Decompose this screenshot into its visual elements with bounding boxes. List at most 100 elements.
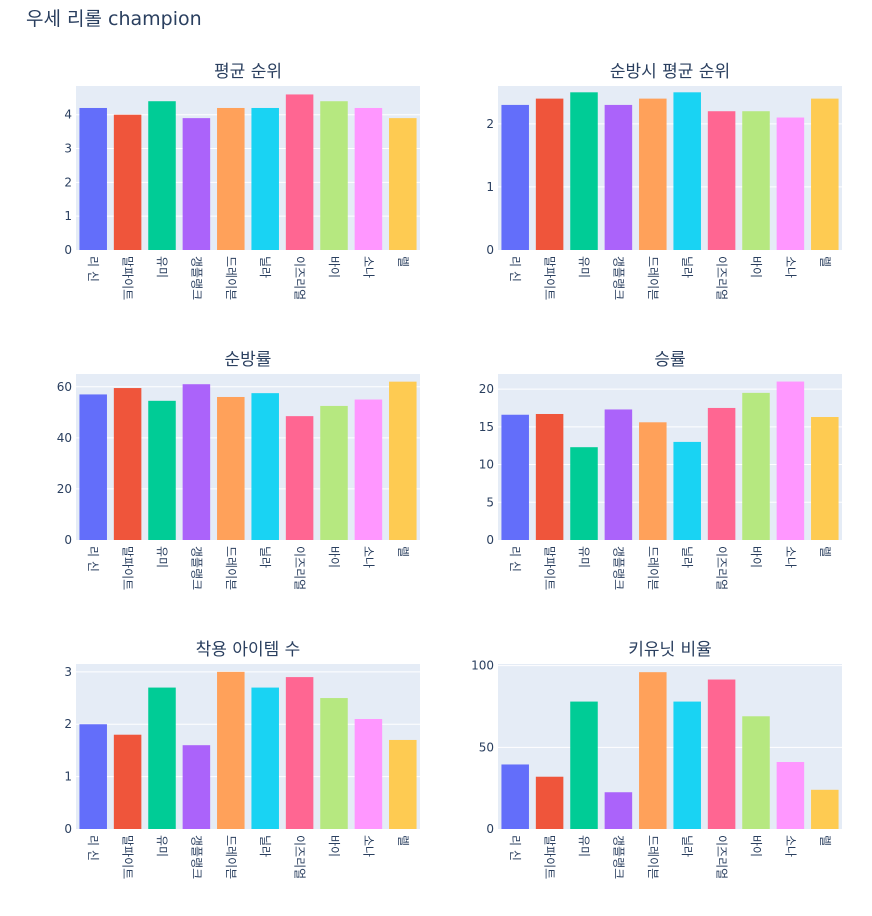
y-tick-label: 1 bbox=[64, 209, 72, 223]
bar-5 bbox=[639, 98, 667, 250]
x-tick-label: 이즈리얼 bbox=[715, 835, 729, 879]
y-tick-label: 2 bbox=[64, 717, 72, 731]
bar-10 bbox=[389, 381, 417, 540]
bar-3 bbox=[148, 687, 176, 829]
bar-1 bbox=[501, 104, 529, 250]
y-tick-label: 0 bbox=[64, 243, 72, 257]
bar-3 bbox=[148, 101, 176, 250]
x-tick-label: 드레이븐 bbox=[224, 835, 238, 879]
bar-1 bbox=[79, 107, 107, 251]
x-tick-label: 이즈리얼 bbox=[293, 546, 307, 590]
y-tick-label: 4 bbox=[64, 108, 72, 122]
bar-2 bbox=[535, 98, 564, 250]
y-tick-label: 5 bbox=[486, 495, 494, 509]
bar-2 bbox=[113, 114, 142, 250]
x-tick-label: 유미 bbox=[155, 835, 169, 857]
y-tick-label: 0 bbox=[486, 822, 494, 836]
x-tick-label: 바이 bbox=[327, 835, 341, 857]
subplot-title: 순방률 bbox=[225, 350, 272, 370]
y-tick-label: 0 bbox=[486, 533, 494, 547]
x-tick-label: 리 신 bbox=[86, 835, 100, 861]
x-tick-label: 소나 bbox=[361, 835, 375, 857]
bar-9 bbox=[776, 762, 805, 829]
bar-7 bbox=[285, 94, 314, 250]
x-tick-label: 갱플랭크 bbox=[189, 835, 203, 879]
bar-4 bbox=[604, 409, 633, 540]
x-tick-label: 소나 bbox=[783, 546, 797, 568]
y-tick-label: 2 bbox=[64, 175, 72, 189]
bar-4 bbox=[604, 104, 633, 250]
x-tick-label: 소나 bbox=[361, 256, 375, 278]
subplot-title: 키유닛 비율 bbox=[628, 640, 712, 660]
x-tick-label: 닐라 bbox=[258, 835, 272, 857]
bar-10 bbox=[389, 739, 417, 829]
bar-4 bbox=[182, 384, 211, 540]
x-tick-label: 말파이트 bbox=[121, 256, 135, 300]
y-tick-label: 20 bbox=[57, 482, 72, 496]
x-tick-label: 리 신 bbox=[508, 835, 522, 861]
y-tick-label: 1 bbox=[64, 770, 72, 784]
x-tick-label: 드레이븐 bbox=[224, 546, 238, 590]
x-tick-label: 갱플랭크 bbox=[611, 546, 625, 590]
x-tick-label: 바이 bbox=[749, 546, 763, 568]
bar-8 bbox=[320, 405, 348, 540]
y-tick-label: 1 bbox=[486, 180, 494, 194]
x-tick-label: 유미 bbox=[577, 835, 591, 857]
subplot-6: 0 50 100 리 신 말파이트 유미 갱플랭크 드레이븐 닐라 이즈리얼 바이 소나 렐 키유닛 비율 bbox=[471, 640, 842, 879]
y-tick-label: 40 bbox=[57, 431, 72, 445]
x-tick-label: 리 신 bbox=[508, 256, 522, 282]
bar-7 bbox=[285, 416, 314, 540]
bar-9 bbox=[776, 381, 805, 540]
x-tick-label: 말파이트 bbox=[543, 256, 557, 300]
y-tick-label: 15 bbox=[479, 420, 494, 434]
bar-4 bbox=[182, 118, 211, 250]
bar-3 bbox=[570, 92, 598, 250]
bar-1 bbox=[501, 414, 529, 540]
bar-2 bbox=[113, 734, 142, 829]
bar-6 bbox=[673, 441, 701, 540]
x-tick-label: 말파이트 bbox=[121, 546, 135, 590]
bar-6 bbox=[251, 687, 279, 829]
bar-8 bbox=[320, 101, 348, 250]
x-tick-label: 닐라 bbox=[680, 546, 694, 568]
bar-7 bbox=[707, 407, 736, 540]
bar-2 bbox=[113, 388, 142, 540]
x-tick-label: 리 신 bbox=[508, 546, 522, 572]
bar-3 bbox=[570, 701, 598, 829]
bar-3 bbox=[570, 447, 598, 540]
bar-10 bbox=[389, 118, 417, 250]
x-tick-label: 렐 bbox=[818, 546, 832, 557]
x-tick-label: 이즈리얼 bbox=[715, 256, 729, 300]
bar-7 bbox=[707, 111, 736, 250]
bar-10 bbox=[811, 789, 839, 829]
y-tick-label: 3 bbox=[64, 142, 72, 156]
x-tick-label: 드레이븐 bbox=[646, 256, 660, 300]
bar-9 bbox=[354, 107, 383, 251]
bar-1 bbox=[501, 764, 529, 829]
bar-2 bbox=[535, 413, 564, 540]
y-tick-label: 0 bbox=[486, 243, 494, 257]
subplot-title: 승률 bbox=[654, 350, 685, 370]
subplot-2: 0 1 2 리 신 말파이트 유미 갱플랭크 드레이븐 닐라 이즈리얼 바이 소나 렐 순방시 평균 순위 bbox=[486, 62, 842, 300]
subplot-title: 착용 아이템 수 bbox=[196, 640, 301, 660]
x-tick-label: 갱플랭크 bbox=[611, 256, 625, 300]
bar-7 bbox=[707, 679, 736, 829]
x-tick-label: 바이 bbox=[327, 546, 341, 568]
bar-6 bbox=[251, 107, 279, 251]
x-tick-label: 닐라 bbox=[680, 835, 694, 857]
bar-4 bbox=[182, 745, 211, 829]
x-tick-label: 소나 bbox=[783, 835, 797, 857]
bar-8 bbox=[742, 392, 770, 540]
bar-8 bbox=[320, 698, 348, 829]
x-tick-label: 유미 bbox=[577, 256, 591, 278]
bar-10 bbox=[811, 417, 839, 540]
bar-5 bbox=[639, 422, 667, 540]
bar-1 bbox=[79, 394, 107, 540]
x-tick-label: 갱플랭크 bbox=[189, 546, 203, 590]
x-tick-label: 닐라 bbox=[680, 256, 694, 278]
bar-6 bbox=[251, 393, 279, 540]
bar-7 bbox=[285, 677, 314, 829]
x-tick-label: 소나 bbox=[361, 546, 375, 568]
y-tick-label: 3 bbox=[64, 665, 72, 679]
x-tick-label: 바이 bbox=[327, 256, 341, 278]
